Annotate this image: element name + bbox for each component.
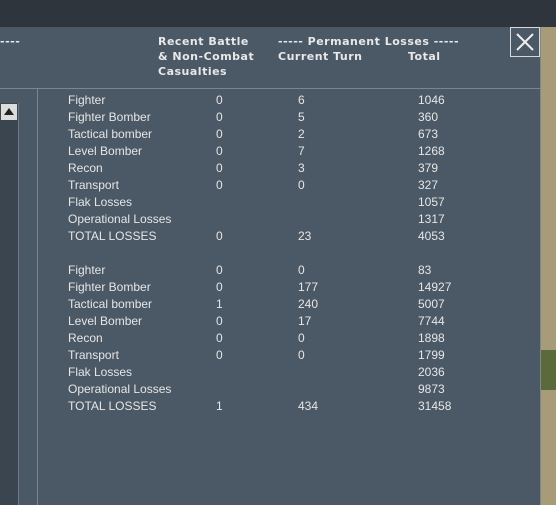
total-value: 7744 <box>418 314 445 328</box>
column-divider <box>37 88 38 505</box>
recent-header-2: & Non-Combat <box>158 50 255 63</box>
top-bar <box>0 0 556 27</box>
row-label: Recon <box>68 161 103 175</box>
row-label: Transport <box>68 178 119 192</box>
current-value: 6 <box>298 93 305 107</box>
current-turn-header: Current Turn <box>278 50 363 63</box>
recent-value: 0 <box>216 110 223 124</box>
scrollbar[interactable] <box>0 103 19 505</box>
current-value: 177 <box>298 280 319 294</box>
total-value: 5007 <box>418 297 445 311</box>
header-divider <box>0 88 540 89</box>
row-label: Operational Losses <box>68 212 172 226</box>
total-value: 327 <box>418 178 439 192</box>
row-label: Fighter <box>68 93 106 107</box>
recent-value: 1 <box>216 297 223 311</box>
row-label: TOTAL LOSSES <box>68 229 157 243</box>
total-value: 4053 <box>418 229 445 243</box>
row-label: Level Bomber <box>68 314 143 328</box>
current-value: 3 <box>298 161 305 175</box>
row-label: Fighter Bomber <box>68 280 151 294</box>
row-label: Level Bomber <box>68 144 143 158</box>
total-value: 1268 <box>418 144 445 158</box>
recent-value: 0 <box>216 144 223 158</box>
recent-value: 0 <box>216 348 223 362</box>
scroll-up[interactable] <box>1 104 17 120</box>
current-value: 5 <box>298 110 305 124</box>
total-value: 31458 <box>418 399 452 413</box>
total-value: 9873 <box>418 382 445 396</box>
row-label: Tactical bomber <box>68 127 153 141</box>
recent-value: 0 <box>216 314 223 328</box>
row-label: Flak Losses <box>68 365 133 379</box>
total-header: Total <box>408 50 441 63</box>
total-value: 2036 <box>418 365 445 379</box>
current-value: 23 <box>298 229 312 243</box>
total-value: 1799 <box>418 348 445 362</box>
recent-value: 0 <box>216 280 223 294</box>
row-label: Recon <box>68 331 103 345</box>
current-value: 0 <box>298 331 305 345</box>
total-value: 83 <box>418 263 432 277</box>
total-value: 673 <box>418 127 439 141</box>
current-value: 2 <box>298 127 305 141</box>
map-edge <box>540 27 556 505</box>
window-border <box>540 27 541 505</box>
current-value: 434 <box>298 399 319 413</box>
recent-value: 0 <box>216 263 223 277</box>
total-value: 1046 <box>418 93 445 107</box>
total-value: 1057 <box>418 195 445 209</box>
row-label: Operational Losses <box>68 382 172 396</box>
map-unit <box>541 350 556 390</box>
total-value: 1898 <box>418 331 445 345</box>
row-label: Tactical bomber <box>68 297 153 311</box>
recent-value: 0 <box>216 93 223 107</box>
close-button[interactable] <box>510 27 540 57</box>
total-value: 379 <box>418 161 439 175</box>
scroll-up-icon <box>4 108 14 115</box>
current-value: 240 <box>298 297 319 311</box>
row-label: Fighter <box>68 263 106 277</box>
current-value: 17 <box>298 314 312 328</box>
recent-value: 0 <box>216 178 223 192</box>
recent-value: 0 <box>216 331 223 345</box>
current-value: 7 <box>298 144 305 158</box>
total-value: 360 <box>418 110 439 124</box>
current-value: 0 <box>298 178 305 192</box>
recent-value: 0 <box>216 161 223 175</box>
recent-value: 0 <box>216 127 223 141</box>
recent-value: 1 <box>216 399 223 413</box>
close-icon <box>516 33 534 51</box>
row-label: Transport <box>68 348 119 362</box>
row-label: Fighter Bomber <box>68 110 151 124</box>
recent-header-1: Recent Battle <box>158 35 249 48</box>
total-value: 1317 <box>418 212 445 226</box>
row-label: TOTAL LOSSES <box>68 399 157 413</box>
recent-header-3: Casualties <box>158 65 228 78</box>
header-dashes: ---- <box>0 35 21 48</box>
recent-value: 0 <box>216 229 223 243</box>
permanent-header: ----- Permanent Losses ----- <box>278 35 460 48</box>
row-label: Flak Losses <box>68 195 133 209</box>
total-value: 14927 <box>418 280 452 294</box>
current-value: 0 <box>298 263 305 277</box>
current-value: 0 <box>298 348 305 362</box>
